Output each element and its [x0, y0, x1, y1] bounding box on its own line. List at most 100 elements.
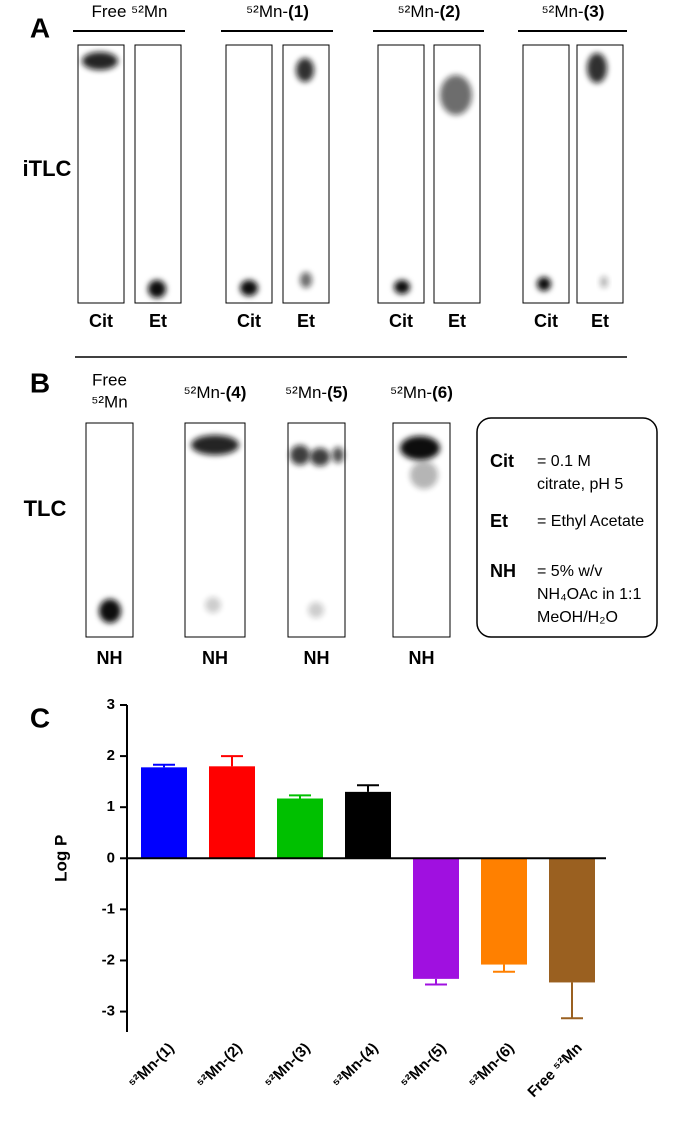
x-tick-label: ⁵²Mn-(3): [261, 1040, 313, 1092]
strip: [77, 44, 125, 304]
strip: [134, 44, 182, 304]
legend-text: citrate, pH 5: [537, 476, 623, 493]
y-tick-label: -3: [102, 1003, 115, 1020]
strip: [392, 422, 451, 638]
y-tick-label: 2: [107, 747, 115, 764]
spot: [82, 52, 118, 70]
lane-label: Cit: [389, 311, 413, 331]
strip: [287, 422, 346, 638]
spot: [332, 447, 344, 463]
header-text: ⁵²Mn-: [184, 383, 226, 402]
header-bold: (6): [432, 383, 453, 402]
spot: [600, 276, 608, 288]
header-bold: (3): [584, 2, 605, 21]
x-tick-label: ⁵²Mn-(4): [329, 1040, 381, 1092]
strip: [282, 44, 330, 304]
y-tick-label: 0: [107, 849, 115, 866]
legend-text: NH₄OAc in 1:1: [537, 586, 641, 603]
spot: [394, 280, 410, 294]
strip: [85, 422, 134, 638]
y-tick-label: -1: [102, 900, 115, 917]
spot: [148, 280, 166, 298]
group-header: ⁵²Mn-(5): [285, 383, 348, 402]
strip: [225, 44, 273, 304]
header-text: ⁵²Mn-: [542, 2, 584, 21]
bar: [277, 798, 323, 859]
spot: [240, 280, 258, 296]
strip: [576, 44, 624, 304]
spot: [410, 461, 438, 489]
spot: [296, 58, 314, 82]
legend-text: = 5% w/v: [537, 563, 602, 580]
panel-label: A: [30, 12, 50, 43]
y-tick-label: -2: [102, 951, 115, 968]
lane-label: Cit: [237, 311, 261, 331]
group-header: ⁵²Mn-(4): [184, 383, 247, 402]
spot: [440, 75, 472, 115]
lane-label: Cit: [534, 311, 558, 331]
x-tick-label: Free ⁵²Mn: [524, 1040, 585, 1101]
bar: [209, 766, 255, 859]
bar: [413, 858, 459, 979]
legend-text: = Ethyl Acetate: [537, 513, 644, 530]
group-header: ⁵²Mn-(3): [542, 2, 605, 21]
lane-label: NH: [202, 648, 228, 668]
group-header: ⁵²Mn-(2): [398, 2, 461, 21]
lane-label: NH: [304, 648, 330, 668]
strip: [184, 422, 246, 638]
strip: [522, 44, 570, 304]
bar: [549, 858, 595, 983]
spot: [205, 597, 221, 613]
bar: [141, 767, 187, 859]
spot: [300, 272, 312, 288]
header-text: ⁵²Mn-: [246, 2, 288, 21]
lane-label: NH: [97, 648, 123, 668]
y-axis-label: Log P: [51, 835, 70, 882]
group-header: ⁵²Mn-(6): [390, 383, 453, 402]
x-tick-label: ⁵²Mn-(5): [397, 1040, 449, 1092]
row-label: TLC: [24, 496, 67, 521]
group-header: ⁵²Mn: [91, 392, 127, 411]
lane-label: NH: [409, 648, 435, 668]
spot: [310, 448, 330, 466]
lane-label: Et: [591, 311, 609, 331]
spot: [400, 436, 440, 460]
panel-label: C: [30, 702, 50, 733]
y-tick-label: 3: [107, 696, 115, 713]
legend-text: = 0.1 M: [537, 453, 591, 470]
bar: [481, 858, 527, 965]
legend-key: Cit: [490, 451, 514, 471]
legend-text: MeOH/H₂O: [537, 609, 618, 626]
x-tick-label: ⁵²Mn-(6): [465, 1040, 517, 1092]
spot: [99, 599, 121, 623]
lane-label: Et: [149, 311, 167, 331]
lane-label: Et: [297, 311, 315, 331]
spot: [191, 435, 239, 455]
header-bold: (4): [226, 383, 247, 402]
header-text: ⁵²Mn-: [390, 383, 432, 402]
legend-box: [476, 417, 658, 638]
legend-key: Et: [490, 511, 508, 531]
group-header: ⁵²Mn-(1): [246, 2, 309, 21]
spot: [587, 53, 607, 83]
spot: [537, 277, 551, 291]
x-tick-label: ⁵²Mn-(2): [193, 1040, 245, 1092]
strip: [377, 44, 425, 304]
spot: [308, 602, 324, 618]
header-text: ⁵²Mn-: [285, 383, 327, 402]
spot: [290, 445, 310, 465]
y-tick-label: 1: [107, 798, 115, 815]
group-header: Free ⁵²Mn: [91, 2, 167, 21]
header-text: Free ⁵²Mn: [91, 2, 167, 21]
lane-label: Et: [448, 311, 466, 331]
header-text: ⁵²Mn-: [398, 2, 440, 21]
x-tick-label: ⁵²Mn-(1): [125, 1040, 177, 1092]
header-bold: (2): [440, 2, 461, 21]
lane-label: Cit: [89, 311, 113, 331]
group-header: Free: [92, 370, 127, 389]
panel-label: B: [30, 367, 50, 398]
legend-key: NH: [490, 561, 516, 581]
header-bold: (1): [288, 2, 309, 21]
row-label: iTLC: [23, 156, 72, 181]
